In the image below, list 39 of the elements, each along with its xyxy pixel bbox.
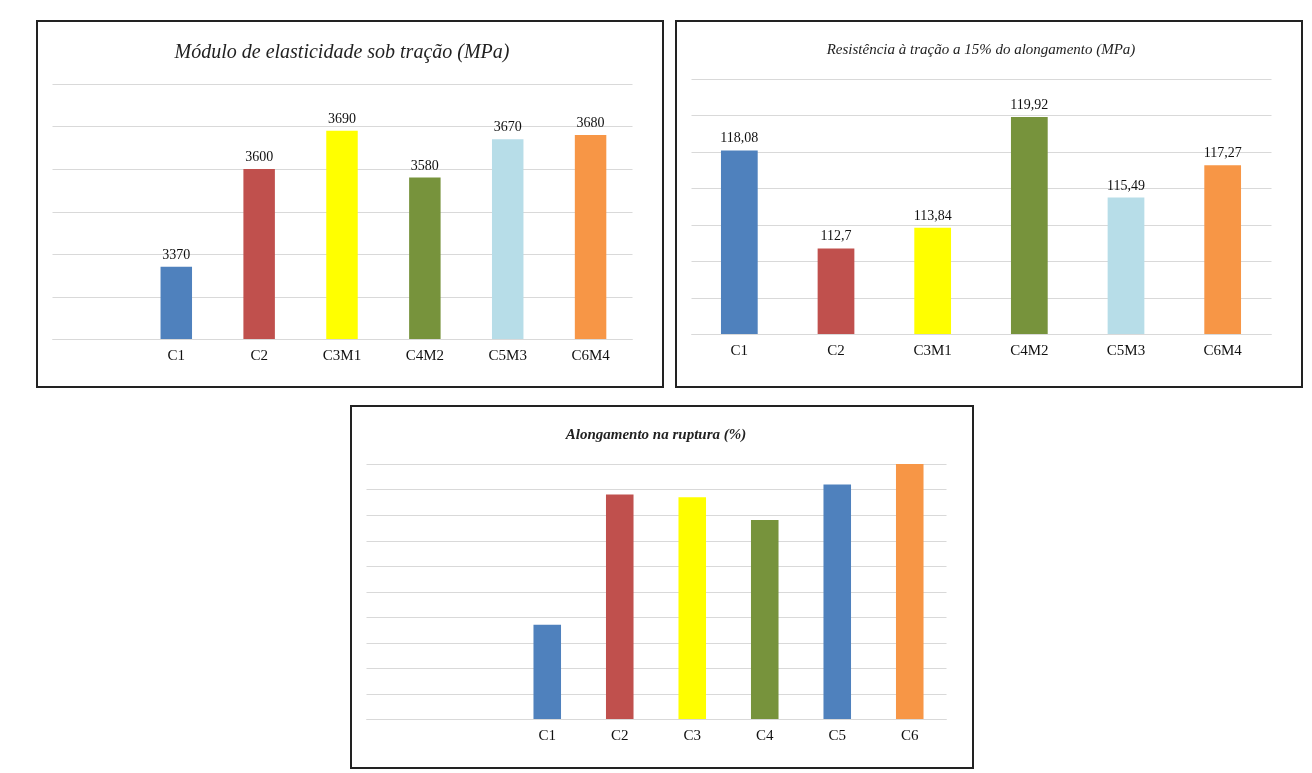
data-label: 117,27 — [1203, 145, 1242, 161]
bar — [895, 464, 924, 719]
x-tick-label: C4M2 — [405, 346, 445, 363]
data-label: 118,08 — [720, 130, 759, 146]
x-tick-label: C2 — [250, 346, 268, 363]
data-label: 3370 — [162, 246, 191, 262]
x-tick-label: C4 — [755, 726, 774, 743]
chart-title: Alongamento na ruptura (%) — [564, 426, 747, 443]
data-label: 3580 — [410, 157, 439, 173]
data-label: 3600 — [245, 149, 274, 164]
data-label: 115,49 — [1107, 177, 1145, 193]
x-tick-label: C2 — [610, 726, 629, 743]
bar — [750, 520, 779, 719]
chart-title: Módulo de elasticidade sob tração (MPa) — [173, 40, 510, 63]
bar — [678, 497, 707, 719]
data-label: 119,92 — [1010, 96, 1049, 112]
x-tick-label: C3M1 — [322, 346, 362, 363]
x-tick-label: C6M4 — [1203, 341, 1243, 358]
x-tick-label: C5M3 — [488, 346, 527, 363]
bar — [533, 624, 562, 719]
x-tick-label: C6 — [900, 726, 919, 743]
chart-title: Resistência à tração a 15% do alongamento (MPa) — [825, 41, 1136, 58]
x-tick-label: C1 — [538, 726, 557, 743]
x-tick-label: C6M4 — [571, 346, 611, 363]
bar — [605, 494, 634, 719]
data-label: 3690 — [328, 110, 356, 126]
x-tick-label: C1 — [167, 346, 186, 363]
data-label: 3680 — [576, 115, 605, 130]
data-label: 113,84 — [913, 207, 952, 223]
bar — [823, 484, 852, 719]
x-tick-label: C1 — [730, 341, 749, 358]
x-tick-label: C5M3 — [1106, 341, 1146, 358]
x-tick-label: C5 — [828, 726, 847, 743]
data-label: 3670 — [493, 119, 522, 135]
x-tick-label: C2 — [827, 341, 845, 358]
x-tick-label: C3 — [683, 726, 702, 743]
x-tick-label: C4M2 — [1010, 341, 1049, 358]
data-label: 112,7 — [820, 228, 852, 244]
x-tick-label: C3M1 — [913, 341, 952, 358]
